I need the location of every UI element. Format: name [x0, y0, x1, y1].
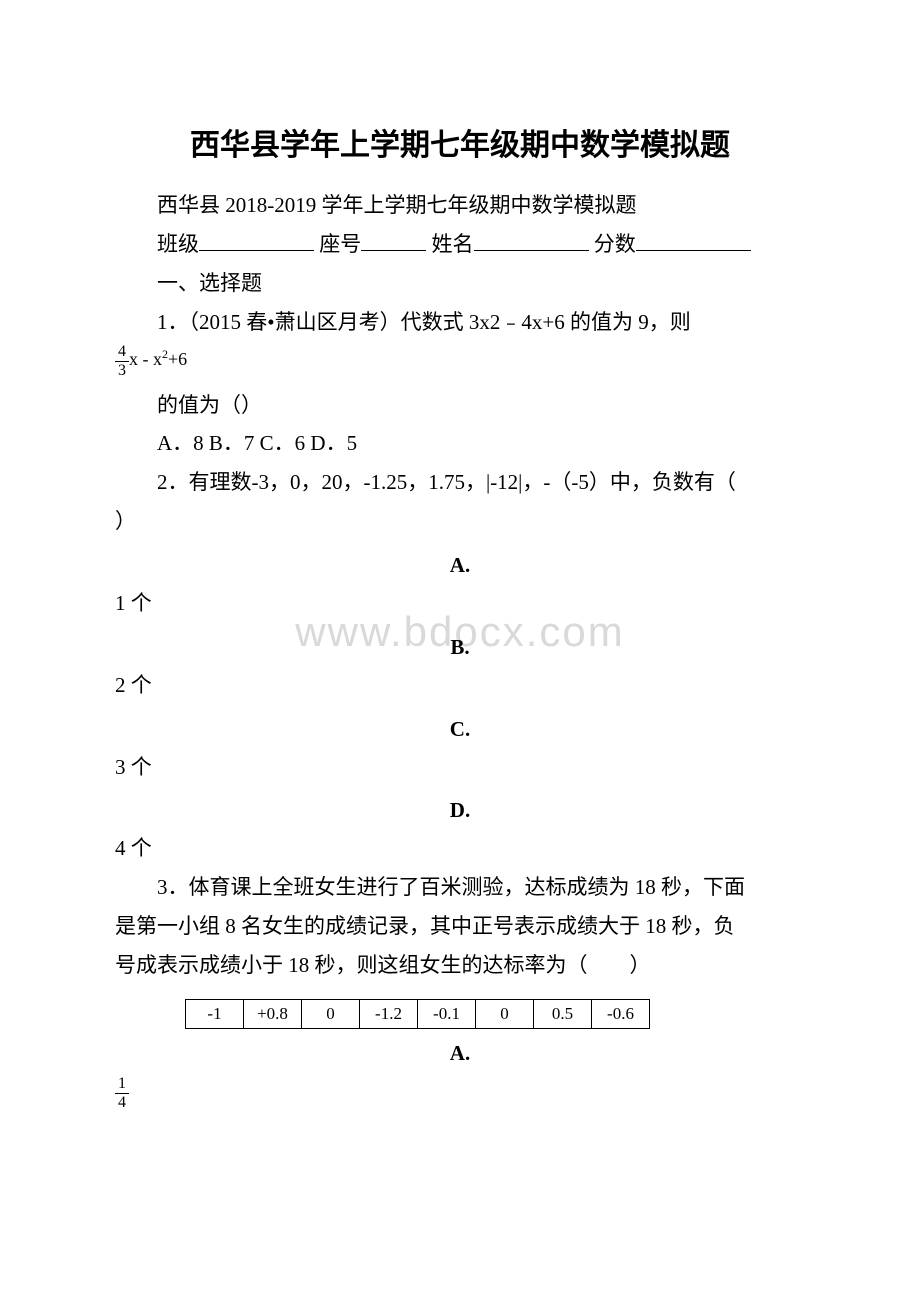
blank-score [636, 250, 751, 251]
q3-data-table: -1 +0.8 0 -1.2 -0.1 0 0.5 -0.6 [185, 999, 650, 1029]
q2-opt-b-text: 2 个 [115, 666, 805, 705]
q2-opt-c-text: 3 个 [115, 748, 805, 787]
q3-opt-a-fraction: 1 4 [115, 1072, 805, 1111]
q2-text-b: ） [115, 502, 805, 541]
table-cell: +0.8 [244, 999, 302, 1028]
table-cell: 0 [476, 999, 534, 1028]
q2-text-a: 2．有理数-3，0，20，-1.25，1.75，|-12|，-（-5）中，负数有… [115, 463, 805, 502]
label-name: 姓名 [432, 232, 474, 256]
q3-line1: 3．体育课上全班女生进行了百米测验，达标成绩为 18 秒，下面 [115, 868, 805, 907]
table-row: -1 +0.8 0 -1.2 -0.1 0 0.5 -0.6 [186, 999, 650, 1028]
q2-opt-d-label: D. [115, 798, 805, 823]
q2-opt-b-label: B. [115, 635, 805, 660]
blank-class [199, 250, 314, 251]
label-seat: 座号 [319, 232, 361, 256]
q3-line3: 号成表示成绩小于 18 秒，则这组女生的达标率为（ ） [115, 946, 805, 985]
q1-formula: 4 3 x - x2+6 [115, 343, 805, 379]
blank-seat [361, 250, 426, 251]
table-cell: -0.1 [418, 999, 476, 1028]
q2-opt-c-label: C. [115, 717, 805, 742]
section-1-heading: 一、选择题 [115, 264, 805, 303]
q1-formula-tail: +6 [168, 350, 187, 370]
table-cell: -1.2 [360, 999, 418, 1028]
table-cell: -1 [186, 999, 244, 1028]
q1-options: A．8 B．7 C．6 D．5 [115, 424, 805, 463]
q2-opt-a-text: 1 个 [115, 584, 805, 623]
label-score: 分数 [594, 232, 636, 256]
q3-fraction: 1 4 [115, 1075, 129, 1111]
table-cell: 0.5 [534, 999, 592, 1028]
subtitle: 西华县 2018-2019 学年上学期七年级期中数学模拟题 [115, 186, 805, 225]
q2-opt-d-text: 4 个 [115, 829, 805, 868]
header-fields: 班级 座号 姓名 分数 [115, 225, 805, 264]
table-cell: -0.6 [592, 999, 650, 1028]
blank-name [474, 250, 589, 251]
q1-fraction: 4 3 [115, 343, 129, 379]
q1-text: 1．（2015 春•萧山区月考）代数式 3x2﹣4x+6 的值为 9，则 [115, 303, 805, 342]
q1-frac-num: 4 [115, 343, 129, 362]
document-content: 西华县学年上学期七年级期中数学模拟题 西华县 2018-2019 学年上学期七年… [115, 120, 805, 1111]
q1-frac-den: 3 [115, 362, 129, 380]
document-title: 西华县学年上学期七年级期中数学模拟题 [115, 120, 805, 164]
q3-opt-a-label: A. [115, 1041, 805, 1066]
label-class: 班级 [157, 232, 199, 256]
q1-tail: 的值为（） [115, 386, 805, 425]
q3-frac-den: 4 [115, 1094, 129, 1112]
q3-frac-num: 1 [115, 1075, 129, 1094]
q3-line2: 是第一小组 8 名女生的成绩记录，其中正号表示成绩大于 18 秒，负 [115, 907, 805, 946]
q1-formula-rest: x - x [129, 350, 162, 370]
table-cell: 0 [302, 999, 360, 1028]
q2-opt-a-label: A. [115, 553, 805, 578]
